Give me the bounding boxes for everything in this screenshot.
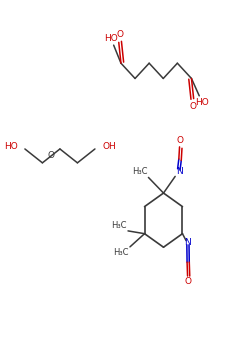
- Text: N: N: [176, 167, 183, 176]
- Text: O: O: [116, 30, 123, 39]
- Text: HO: HO: [195, 98, 208, 107]
- Text: HO: HO: [104, 34, 118, 43]
- Text: HO: HO: [4, 142, 18, 151]
- Text: O: O: [185, 277, 192, 286]
- Text: N: N: [184, 238, 191, 247]
- Text: OH: OH: [102, 142, 116, 151]
- Text: O: O: [189, 102, 196, 111]
- Text: O: O: [177, 136, 184, 146]
- Text: O: O: [48, 152, 55, 160]
- Text: H₃C: H₃C: [111, 221, 127, 230]
- Text: H₃C: H₃C: [132, 167, 147, 176]
- Text: H₃C: H₃C: [113, 247, 129, 257]
